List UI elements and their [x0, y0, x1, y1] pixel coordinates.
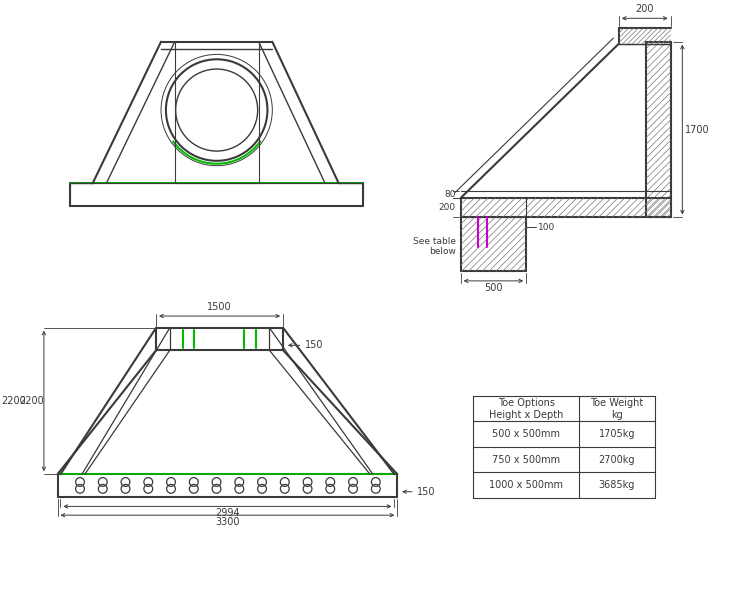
Text: 80: 80 [444, 189, 456, 198]
Text: 500: 500 [484, 283, 503, 293]
Text: 150: 150 [305, 340, 323, 350]
Text: 200: 200 [636, 4, 654, 14]
Text: Toe Weight
kg: Toe Weight kg [590, 398, 644, 420]
Text: 2200: 2200 [2, 396, 26, 406]
Text: 150: 150 [417, 487, 435, 497]
Text: 200: 200 [439, 203, 456, 212]
Text: 750 x 500mm: 750 x 500mm [492, 454, 560, 464]
Text: 500 x 500mm: 500 x 500mm [492, 429, 560, 439]
Text: 1705kg: 1705kg [599, 429, 635, 439]
Text: 2200: 2200 [20, 396, 44, 406]
Text: 1000 x 500mm: 1000 x 500mm [489, 480, 563, 490]
Text: 2994: 2994 [215, 508, 240, 518]
Text: 3300: 3300 [215, 517, 240, 527]
Text: 3685kg: 3685kg [599, 480, 635, 490]
Text: 2700kg: 2700kg [599, 454, 635, 464]
Text: See table
below: See table below [413, 237, 456, 257]
Text: 1700: 1700 [685, 124, 710, 135]
Text: Toe Options
Height x Depth: Toe Options Height x Depth [489, 398, 563, 420]
Text: 1500: 1500 [207, 302, 232, 312]
Text: 100: 100 [538, 222, 555, 232]
